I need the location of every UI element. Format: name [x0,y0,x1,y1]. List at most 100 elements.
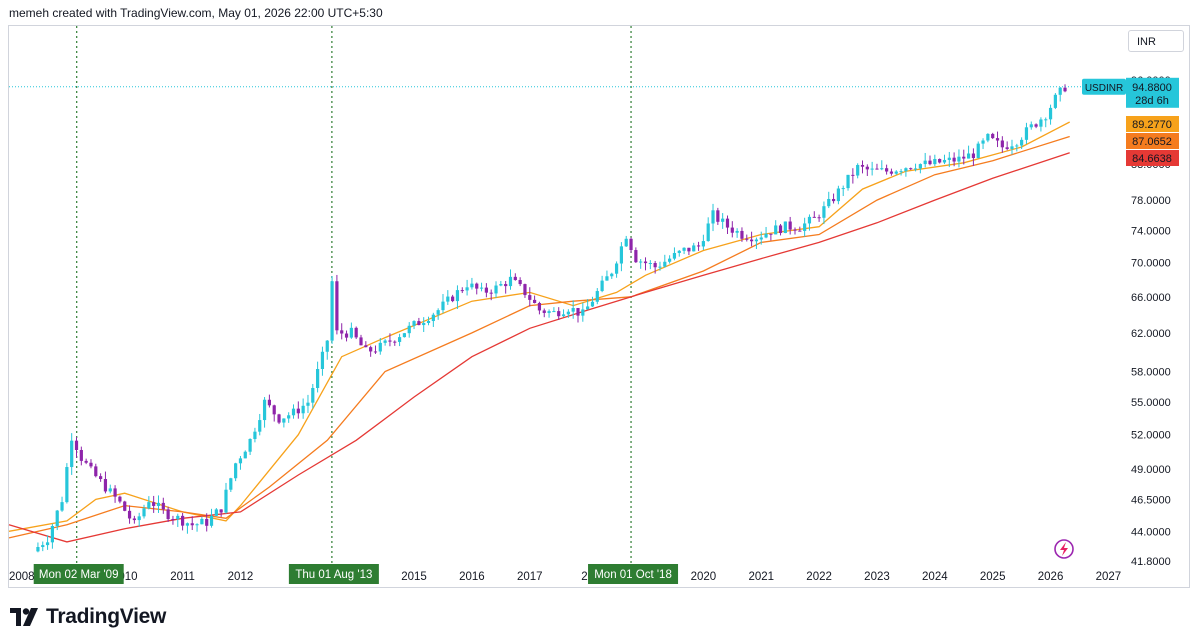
candle-body [277,414,281,423]
candle-body [171,519,175,521]
candle-body [561,314,566,317]
candle-body [610,273,614,277]
candle-body [287,415,291,419]
candle-body [595,291,599,302]
candle-body [966,153,971,159]
candle-body [369,347,373,352]
candle-body [499,284,503,286]
ma-value-badge [1126,133,1179,149]
candle-body [417,321,421,326]
candle-body [253,431,257,439]
candle-body [605,276,609,281]
candle-body [552,311,556,313]
candle-body [769,233,773,235]
candle-body [494,285,498,294]
candle-body [258,420,262,432]
candle-body [778,225,783,234]
y-tick-label: 62.0000 [1131,328,1171,340]
currency-button[interactable]: INR [1128,30,1184,52]
ma-line [8,152,1070,543]
candle-body [1063,87,1067,92]
candle-body [1024,127,1029,140]
candle-body [1015,145,1019,147]
candle-body [272,405,276,415]
candle-body [359,337,363,346]
candle-body [41,545,45,548]
x-tick-label: 2023 [864,571,890,583]
candle-body [412,321,416,326]
lightning-bolt-icon[interactable] [1054,539,1074,559]
candle-body [84,460,88,463]
candle-body [537,302,542,311]
candle-body [918,164,922,169]
candle-body [783,221,787,234]
candle-body [557,311,561,317]
marker-time-label: Thu 01 Aug '13 [295,569,372,581]
candle-body [344,333,349,338]
x-tick-label: 2027 [1096,571,1122,583]
candle-body [523,284,527,296]
y-tick-label: 46.5000 [1131,494,1171,506]
candle-body [70,440,74,468]
candle-body [1029,124,1033,128]
candle-body [113,488,117,497]
candle-body [740,230,744,239]
y-tick-label: 74.0000 [1131,226,1171,238]
candle-body [383,340,387,343]
candle-body [1044,119,1048,121]
candle-body [397,337,402,342]
candle-body [335,281,339,331]
candle-body [721,218,725,222]
candle-body [962,156,966,159]
x-tick-label: 2022 [806,571,832,583]
ma-line [8,135,1070,539]
footer-brand[interactable]: TradingView [10,604,166,630]
x-tick-label: 2026 [1038,571,1064,583]
candle-body [460,290,464,292]
candle-body [234,463,238,479]
candle-body [1048,107,1053,120]
candle-body [870,168,874,170]
candle-body [238,458,243,464]
candle-body [745,238,749,240]
candle-body [1053,94,1057,108]
candle-body [484,287,488,293]
candle-body [407,325,411,334]
x-tick-label: 2011 [170,571,195,583]
candle-body [455,290,460,302]
candle-body [533,299,537,303]
candle-body [205,518,209,526]
candle-body [330,281,334,341]
candle-body [730,227,734,233]
candle-body [571,307,575,312]
candle-body [55,510,59,527]
candle-body [923,160,927,165]
candle-body [1034,124,1038,127]
candle-body [619,246,624,264]
candle-body [692,245,696,252]
y-tick-label: 52.0000 [1131,430,1171,442]
ma-line [8,121,1070,532]
candle-body [1020,139,1024,146]
candle-body [147,502,151,509]
ma-value-label: 84.6638 [1132,153,1172,165]
candle-body [127,510,132,519]
marker-time-badge [588,564,679,584]
candle-body [812,216,816,218]
candle-body [364,345,368,348]
y-tick-label: 55.0000 [1131,397,1171,409]
candle-body [547,311,551,313]
candle-body [320,351,325,370]
y-tick-label: 49.0000 [1131,464,1171,476]
candle-body [354,327,358,338]
candle-body [928,160,932,165]
candle-body [219,509,223,513]
candle-body [614,263,619,274]
candle-body [373,351,378,353]
candle-body [65,467,69,503]
candle-body [653,262,657,268]
candle-body [803,223,807,231]
candle-body [933,158,937,165]
candle-body [402,333,407,338]
